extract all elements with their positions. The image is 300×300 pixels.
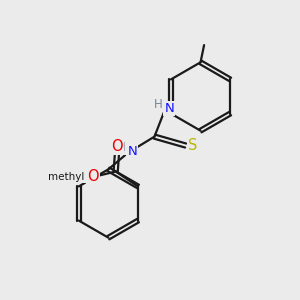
Text: H: H [154,98,163,111]
Text: methyl: methyl [49,172,85,182]
Text: methyl: methyl [67,166,115,180]
Text: O: O [88,169,99,184]
Text: O: O [111,139,123,154]
Text: N: N [127,145,137,158]
Text: S: S [188,138,198,153]
Text: H: H [117,141,125,154]
Text: N: N [164,102,174,115]
